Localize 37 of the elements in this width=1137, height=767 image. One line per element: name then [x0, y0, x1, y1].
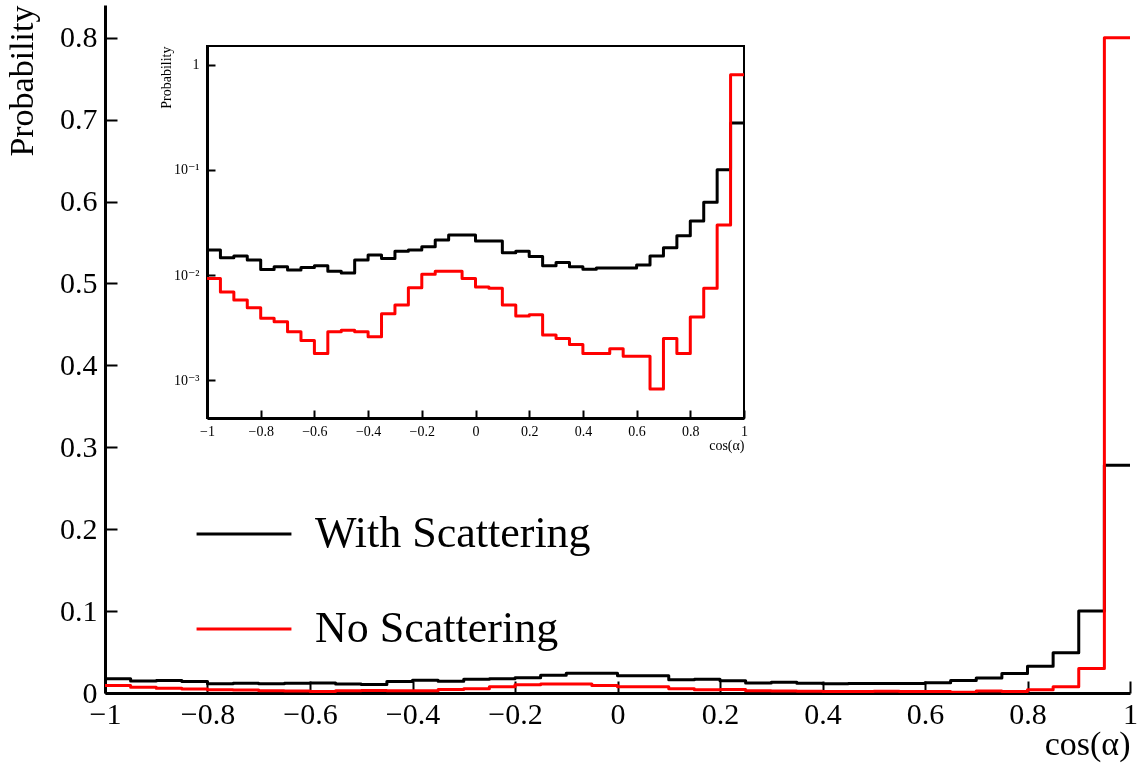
y-tick-label: 10⁻² — [173, 267, 200, 283]
x-tick-label: −0.6 — [283, 696, 338, 730]
x-tick-label: 0.2 — [520, 423, 539, 439]
y-tick-label: 0.5 — [60, 265, 98, 299]
y-axis-title: Probability — [158, 46, 174, 109]
y-tick-label: 10⁻¹ — [173, 162, 200, 178]
x-tick-label: 0.6 — [906, 696, 945, 730]
y-axis-title: Probability — [2, 5, 40, 157]
y-tick-label: 0.8 — [60, 20, 98, 54]
x-tick-label: 0.8 — [682, 423, 700, 439]
y-tick-label: 1 — [192, 57, 200, 73]
y-tick-label: 0.7 — [60, 102, 98, 136]
x-tick-label: −1 — [200, 423, 215, 439]
x-tick-label: −0.2 — [409, 423, 435, 439]
y-tick-label: 0.2 — [60, 511, 98, 545]
x-tick-label: 1 — [741, 423, 748, 439]
x-tick-label: 0.2 — [701, 696, 740, 730]
y-tick-label: 0.1 — [60, 593, 98, 627]
x-tick-label: 0.6 — [628, 423, 646, 439]
x-tick-label: 0 — [610, 696, 626, 730]
y-tick-label: 10⁻³ — [173, 372, 200, 388]
x-tick-label: −0.8 — [180, 696, 236, 730]
x-axis-title: cos(α) — [709, 437, 745, 454]
legend-label: With Scattering — [315, 508, 591, 557]
x-tick-label: −0.2 — [488, 696, 543, 730]
x-tick-label: −0.8 — [248, 423, 274, 439]
y-tick-label: 0.3 — [60, 429, 98, 463]
x-tick-label: 0.4 — [804, 696, 842, 730]
legend-label: No Scattering — [315, 603, 559, 652]
y-tick-label: 0.4 — [60, 347, 98, 381]
x-tick-label: −0.4 — [355, 423, 382, 439]
x-tick-label: 0.4 — [574, 423, 593, 439]
x-tick-label: 0 — [472, 423, 480, 439]
x-tick-label: 0.8 — [1009, 696, 1047, 730]
y-tick-label: 0.6 — [60, 184, 98, 218]
x-tick-label: −0.6 — [302, 423, 328, 439]
x-tick-label: −0.4 — [385, 696, 441, 730]
